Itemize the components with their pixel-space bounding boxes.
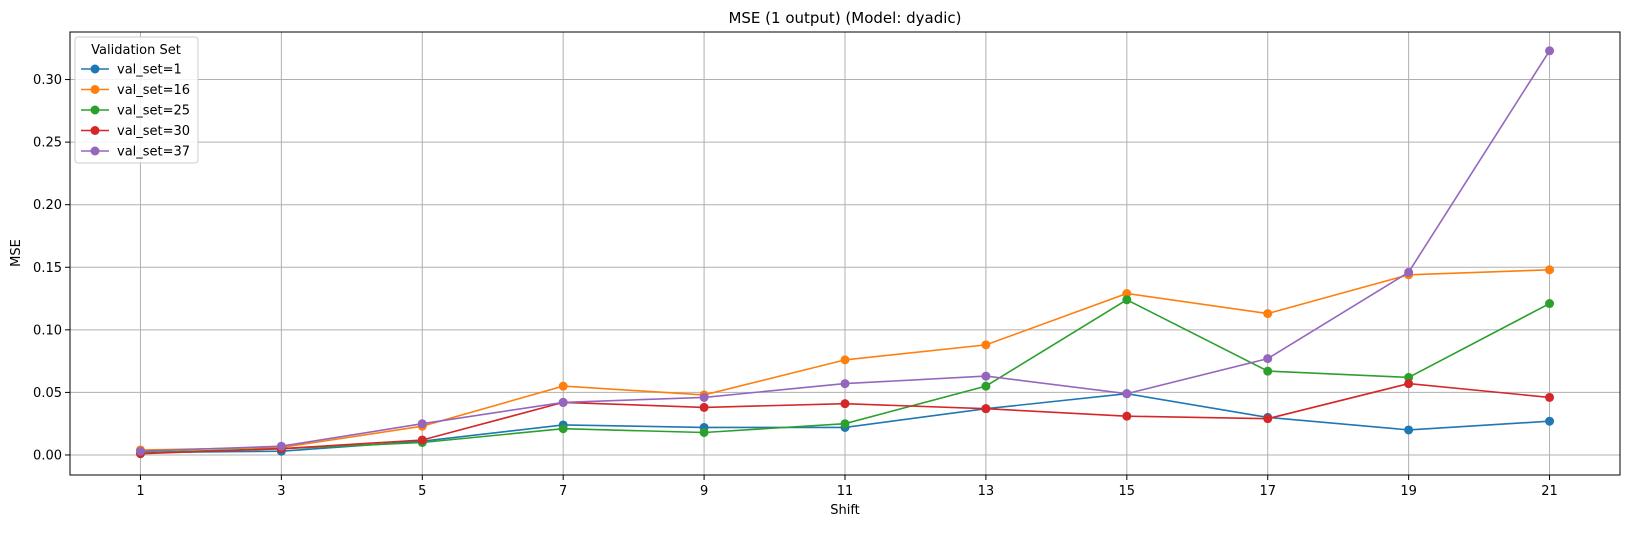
data-point <box>699 392 709 402</box>
data-point <box>1545 46 1555 56</box>
data-point <box>981 404 991 414</box>
data-point <box>1545 299 1555 309</box>
data-point <box>1122 289 1132 299</box>
data-point <box>1122 411 1132 421</box>
data-point <box>699 402 709 412</box>
legend-marker <box>90 85 100 94</box>
data-point <box>981 381 991 391</box>
x-tick-label: 9 <box>700 484 708 499</box>
data-point <box>558 397 568 407</box>
data-point <box>1545 416 1555 426</box>
legend-marker <box>90 105 100 115</box>
data-point <box>840 379 850 389</box>
data-point <box>840 419 850 429</box>
x-tick-label: 17 <box>1259 484 1276 499</box>
data-point <box>1122 295 1132 305</box>
legend-entry: val_set=30 <box>81 124 190 139</box>
data-point <box>1263 309 1273 319</box>
legend-label: val_set=1 <box>117 63 182 78</box>
data-point <box>558 424 568 434</box>
x-tick-label: 15 <box>1119 484 1136 499</box>
y-tick-label: 0.30 <box>33 73 62 88</box>
legend-label: val_set=37 <box>117 145 190 160</box>
data-point <box>840 399 850 409</box>
data-point <box>558 381 568 391</box>
data-point <box>1404 425 1414 435</box>
legend-label: val_set=16 <box>117 83 190 98</box>
legend-marker <box>90 126 100 135</box>
x-tick-label: 11 <box>837 484 854 499</box>
legend: Validation Set val_set=1val_set=16val_se… <box>74 36 199 164</box>
legend-label: val_set=30 <box>117 124 190 139</box>
legend-marker <box>90 64 100 74</box>
data-point <box>276 441 286 451</box>
x-tick-label: 5 <box>418 484 426 499</box>
data-point <box>417 419 427 429</box>
x-tick-label: 13 <box>978 484 995 499</box>
data-point <box>1263 354 1273 364</box>
legend-marker <box>90 146 100 156</box>
legend-entry: val_set=16 <box>81 83 190 98</box>
data-point <box>417 435 427 445</box>
data-point <box>1545 392 1555 402</box>
data-point <box>1263 414 1273 424</box>
data-point <box>1404 267 1414 277</box>
series-val_set=37 <box>135 46 1555 456</box>
data-point <box>135 446 145 456</box>
grid <box>70 32 1620 475</box>
legend-entry: val_set=37 <box>81 145 190 160</box>
data-point <box>1545 265 1555 275</box>
y-tick-label: 0.05 <box>33 386 62 401</box>
y-tick-label: 0.15 <box>33 261 62 276</box>
data-point <box>981 371 991 381</box>
legend-title: Validation Set <box>91 43 181 58</box>
y-axis-ticks: 0.00 0.05 0.10 0.15 0.20 0.25 0.30 <box>33 73 70 463</box>
data-point <box>699 427 709 437</box>
legend-entry: val_set=1 <box>81 63 182 78</box>
chart-title: MSE (1 output) (Model: dyadic) <box>728 9 961 27</box>
data-point <box>840 355 850 365</box>
legend-entry: val_set=25 <box>81 104 190 119</box>
x-axis-label: Shift <box>830 503 860 518</box>
data-point <box>1404 372 1414 382</box>
x-tick-label: 3 <box>277 484 285 499</box>
data-point <box>1263 366 1273 376</box>
x-tick-label: 21 <box>1541 484 1558 499</box>
data-point <box>1122 389 1132 399</box>
legend-entries: val_set=1 val_set=16 val_set=25 val_set=30v… <box>81 63 190 160</box>
y-tick-label: 0.25 <box>33 136 62 151</box>
y-tick-label: 0.20 <box>33 198 62 213</box>
series-layer <box>135 46 1555 459</box>
y-tick-label: 0.10 <box>33 323 62 338</box>
x-tick-label: 19 <box>1400 484 1417 499</box>
x-axis-ticks: 1 3 5 7 9 11 13 15 17 19 21 <box>136 475 1558 499</box>
y-tick-label: 0.00 <box>33 448 62 463</box>
legend-label: val_set=25 <box>117 104 190 119</box>
x-tick-label: 1 <box>136 484 144 499</box>
y-axis-label: MSE <box>9 239 24 267</box>
data-point <box>981 340 991 350</box>
data-point <box>1404 379 1414 389</box>
x-tick-label: 7 <box>559 484 567 499</box>
